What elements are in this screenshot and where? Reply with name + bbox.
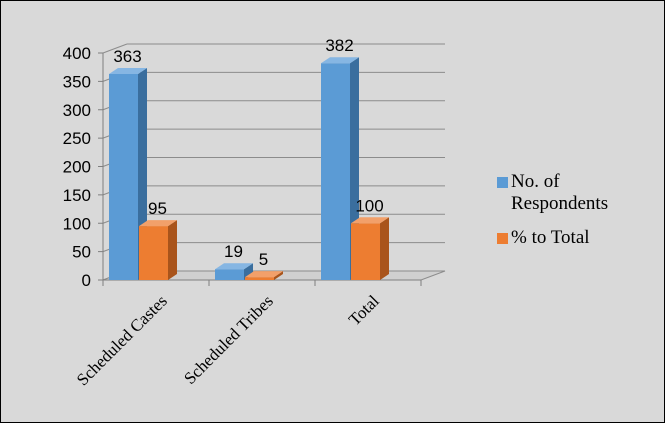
gridline-side [102, 43, 128, 54]
data-label: 95 [148, 199, 167, 218]
bar-front [215, 269, 244, 280]
bar-side [244, 263, 253, 280]
bar-top [245, 271, 283, 278]
category-label: Scheduled Castes [73, 291, 171, 389]
legend-label-respondents: No. of Respondents [511, 171, 609, 214]
bar-front [245, 277, 274, 280]
y-tick-label: 150 [63, 186, 91, 205]
bar-top [139, 220, 177, 227]
bar-side [274, 271, 283, 280]
y-tick-label: 250 [63, 129, 91, 148]
y-tick-label: 200 [63, 158, 91, 177]
bar-top [215, 263, 253, 270]
y-tick-label: 400 [63, 44, 91, 63]
bar-side [168, 220, 177, 280]
y-tick-label: 50 [72, 243, 91, 262]
y-tick-label: 100 [63, 214, 91, 233]
y-tick-label: 350 [63, 72, 91, 91]
bar-front [139, 226, 168, 280]
bar-top [351, 217, 389, 224]
bar-top [109, 67, 147, 74]
data-label: 363 [113, 47, 141, 66]
category-label: Total [345, 291, 383, 329]
legend-item-percent: % to Total [491, 227, 661, 249]
data-label: 100 [355, 196, 383, 215]
legend-swatch-respondents [497, 177, 508, 188]
bar-front [109, 73, 138, 280]
legend-item-respondents: No. of Respondents [491, 171, 661, 215]
legend-label-percent: % to Total [511, 227, 590, 248]
data-label: 5 [259, 250, 268, 269]
legend: No. of Respondents % to Total [491, 171, 661, 249]
y-tick-label: 0 [82, 271, 91, 290]
data-label: 382 [325, 36, 353, 55]
legend-swatch-percent [497, 233, 508, 244]
bar-side [380, 217, 389, 280]
category-label: Scheduled Tribes [180, 291, 277, 388]
data-label: 19 [224, 242, 243, 261]
bar-front [351, 223, 380, 280]
bar-top [321, 57, 359, 64]
bar-front [321, 63, 350, 281]
y-tick-label: 300 [63, 101, 91, 120]
